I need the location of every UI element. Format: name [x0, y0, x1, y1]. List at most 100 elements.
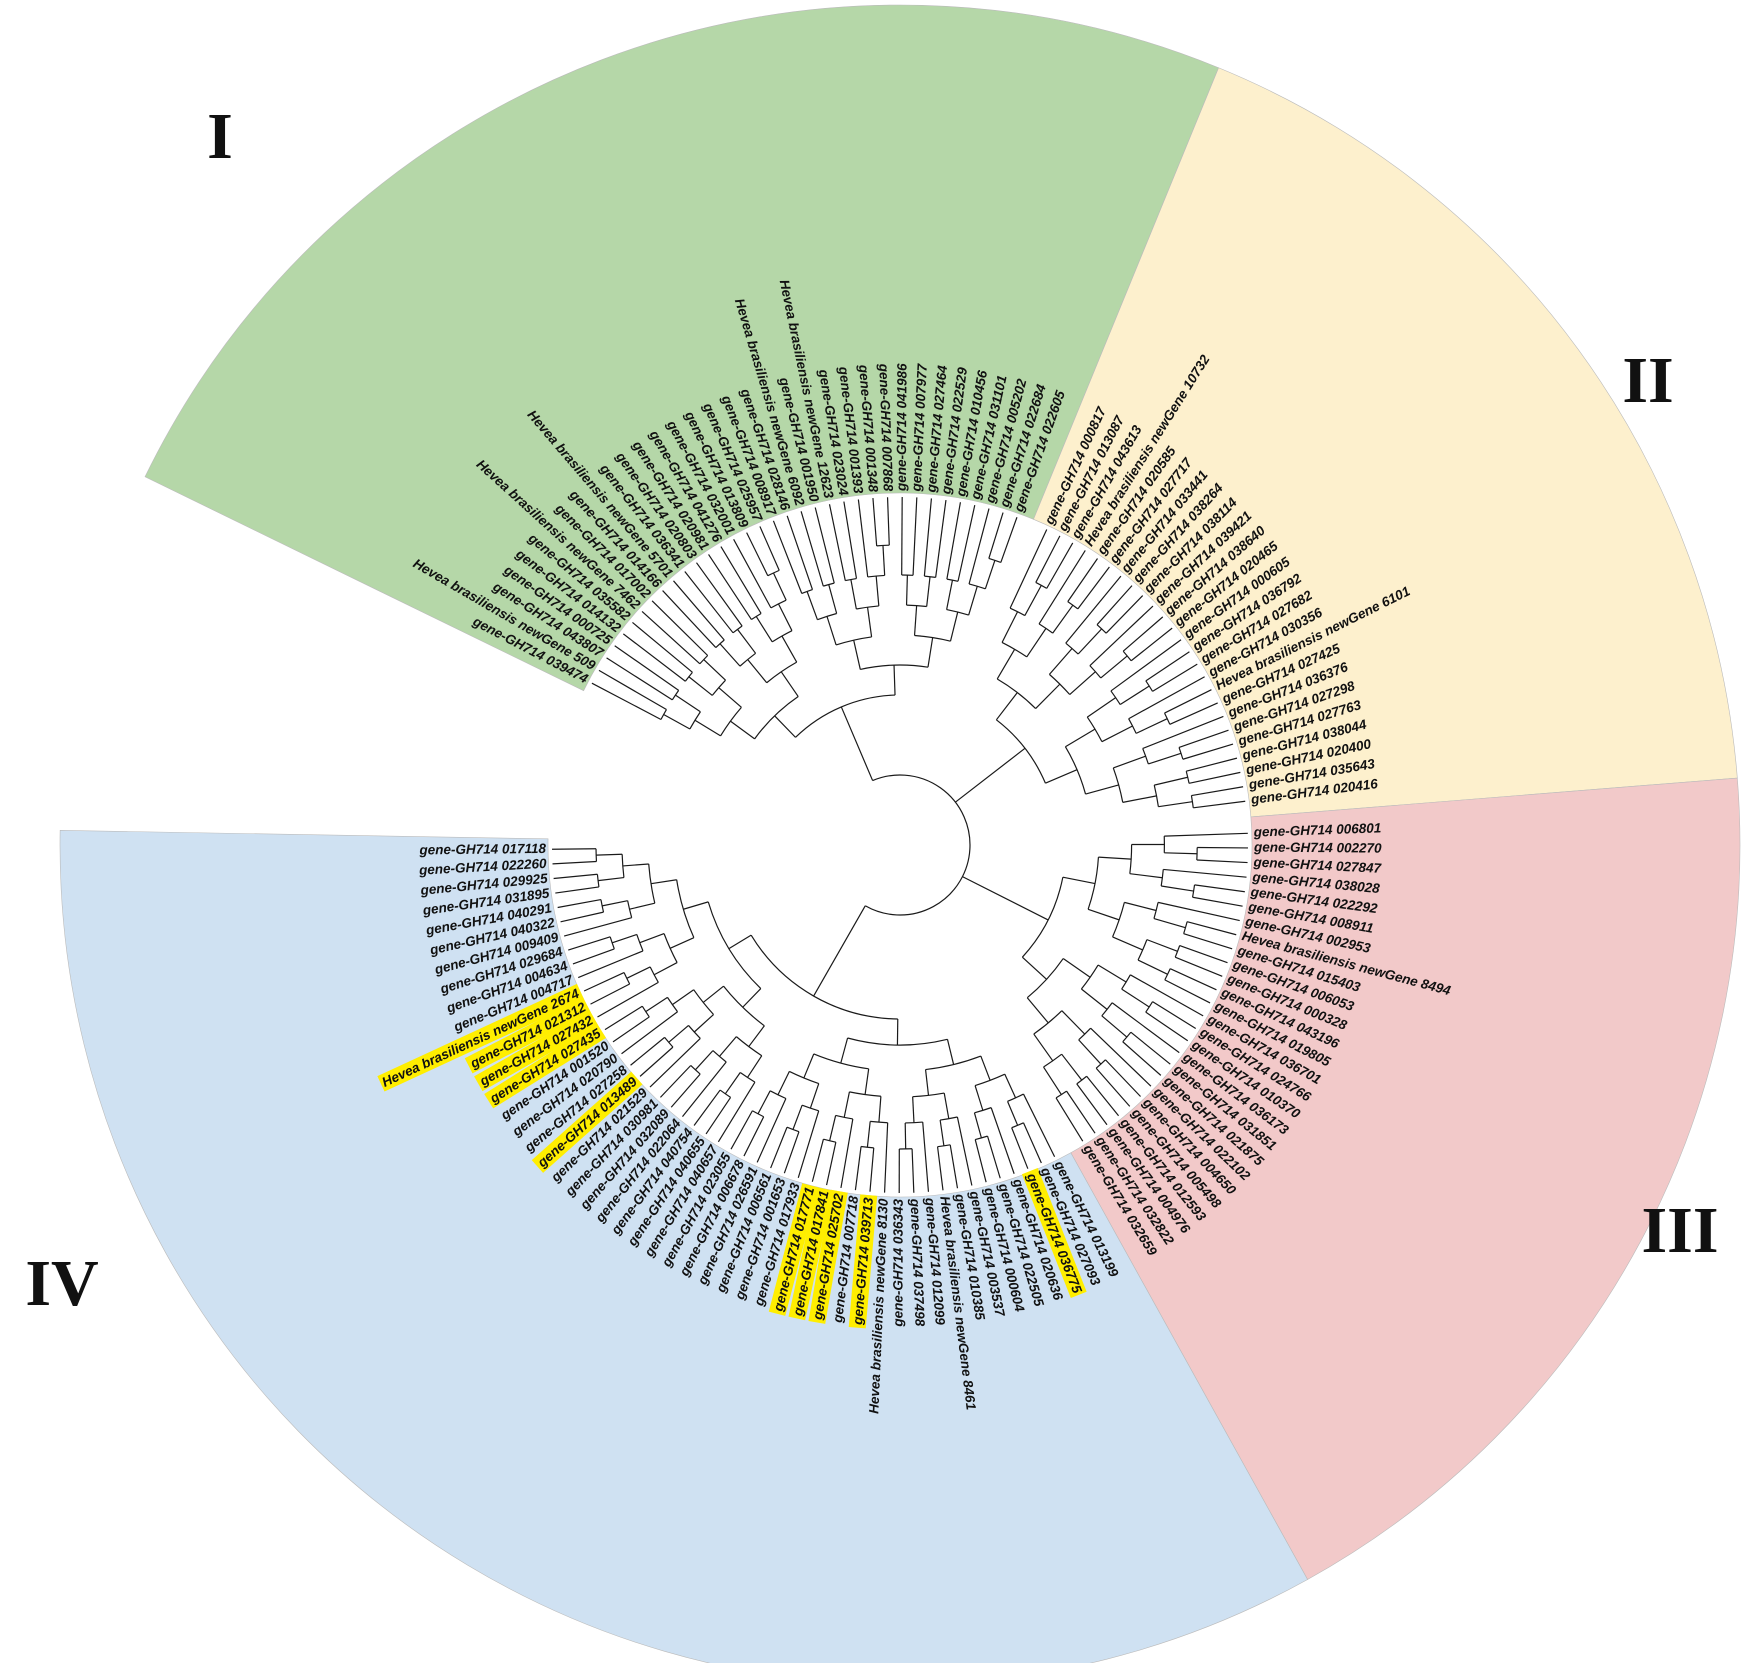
branch-clade-IV [683, 901, 709, 910]
branch-clade-III [1043, 1066, 1062, 1095]
branch-clade-I [662, 590, 717, 648]
branch-clade-I [984, 560, 996, 590]
branch-clade-I [913, 605, 918, 636]
branch-clade-II [1048, 648, 1073, 675]
branch-clade-I [614, 645, 679, 691]
branch-clade-III [1061, 1053, 1083, 1081]
branch-arc-clade-II [1153, 785, 1159, 807]
branch-clade-III [1153, 917, 1186, 929]
branch-arc-clade-IV [690, 1065, 701, 1075]
branch-clade-II [1067, 558, 1099, 602]
branch-clade-I [786, 515, 814, 590]
branch-clade-I [777, 603, 793, 631]
branch-arc-clade-I [720, 706, 742, 737]
branch-clade-I [893, 665, 896, 696]
branch-clade-III [1097, 964, 1127, 983]
branch-clade-IV [956, 1116, 973, 1186]
branch-clade-II [1065, 575, 1122, 644]
root-branch-IV [813, 905, 866, 997]
leaf-highlight [484, 1023, 607, 1109]
branch-clade-IV [669, 937, 695, 949]
branch-arc-clade-III [1129, 844, 1133, 874]
branch-clade-IV [866, 1121, 871, 1148]
branch-clade-I [800, 511, 824, 587]
branch-clade-III [1076, 1083, 1108, 1126]
branch-arc-clade-IV [912, 1092, 945, 1098]
branch-clade-IV [630, 1036, 666, 1066]
branch-clade-I [651, 600, 709, 656]
branch-clade-IV [1007, 1101, 1019, 1126]
branch-arc-clade-III [1164, 968, 1171, 981]
leaf-highlight [1021, 1167, 1087, 1298]
branch-clade-I [946, 502, 962, 580]
branch-clade-IV [596, 853, 623, 856]
branch-clade-IV [650, 879, 677, 885]
branch-clade-I [641, 610, 701, 665]
clade-sectors [59, 4, 1741, 1663]
branch-clade-I [772, 572, 787, 601]
branch-clade-II [1148, 752, 1182, 765]
branch-clade-III [1090, 1027, 1152, 1087]
branch-clade-IV [568, 936, 611, 951]
branch-clade-IV [974, 1139, 987, 1183]
highlight-marks [377, 983, 1087, 1329]
branch-clade-IV [911, 1148, 915, 1193]
branch-clade-I [708, 554, 752, 620]
branch-clade-IV [649, 1037, 701, 1088]
branch-clade-III [1163, 868, 1247, 878]
branch-clade-I [606, 657, 673, 701]
branch-clade-I [755, 616, 773, 643]
branch-clade-I [866, 607, 873, 638]
branch-clade-I [684, 571, 734, 634]
branch-arc-clade-I [771, 630, 793, 643]
branch-clade-II [1142, 715, 1224, 750]
branch-clade-IV [639, 1046, 674, 1077]
branch-clade-IV [622, 863, 649, 867]
branch-clade-II [1158, 801, 1193, 808]
branch-clade-I [733, 539, 772, 609]
branch-clade-II [1077, 566, 1110, 610]
clade-label-II: II [1622, 344, 1673, 417]
branch-clade-IV [757, 1090, 771, 1115]
branch-clade-II [1069, 671, 1096, 695]
branch-clade-IV [1004, 1073, 1017, 1099]
branch-clade-I [622, 633, 686, 682]
branch-clade-II [1164, 689, 1212, 714]
branch-arc-clade-III [1121, 974, 1131, 990]
branch-clade-III [1164, 852, 1198, 855]
branch-clade-IV [792, 1104, 803, 1130]
root-arc [864, 774, 971, 916]
branch-clade-I [875, 576, 880, 606]
branch-clade-IV [840, 1037, 849, 1064]
clade-sector-III [1070, 777, 1741, 1580]
branch-clade-I [694, 719, 721, 737]
branch-arc-clade-I [660, 709, 667, 720]
branch-clade-III [1026, 997, 1049, 1024]
branch-clade-I [968, 508, 990, 585]
branch-clade-IV [878, 1096, 882, 1123]
branch-clade-III [1196, 859, 1248, 864]
branch-clade-II [1154, 776, 1188, 786]
branch-clade-I [772, 520, 803, 594]
branch-arc-clade-III [1095, 1059, 1106, 1069]
branch-clade-II [1152, 663, 1198, 692]
branch-clade-IV [974, 1085, 984, 1111]
branch-clade-I [774, 715, 796, 738]
branch-arc-clade-IV [835, 1114, 853, 1120]
branch-clade-I [872, 498, 878, 546]
branch-clade-II [1122, 795, 1157, 803]
branch-clade-II [996, 649, 1016, 680]
branch-clade-III [1186, 921, 1237, 936]
branch-arc-clade-IV [801, 1104, 819, 1112]
branch-clade-IV [980, 1055, 991, 1081]
branch-clade-II [1101, 725, 1133, 743]
branch-clade-II [1135, 718, 1168, 734]
branch-clade-I [853, 640, 861, 670]
branch-arc-clade-III [1174, 945, 1181, 958]
branch-clade-IV [724, 1072, 741, 1095]
branch-clade-II [1128, 676, 1205, 720]
branch-clade-IV [612, 1016, 650, 1043]
branch-clade-I [747, 659, 768, 684]
branch-clade-III [1174, 956, 1223, 977]
branch-clade-IV [621, 1011, 678, 1055]
